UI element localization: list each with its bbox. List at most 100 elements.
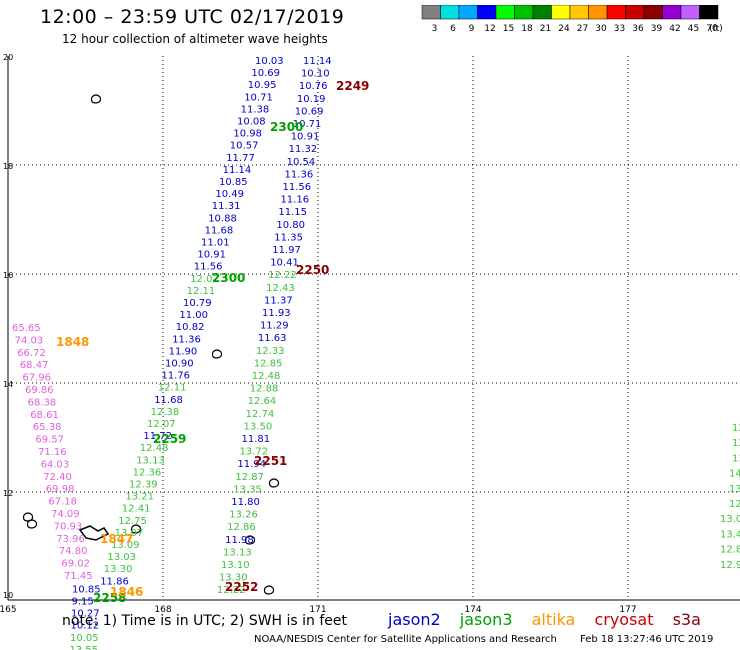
scale-label: 30 bbox=[595, 24, 607, 34]
scale-swatch bbox=[699, 5, 719, 20]
track-c-value: 70.93 bbox=[54, 521, 83, 532]
track-a-value: 13.55 bbox=[70, 645, 99, 650]
track-b-value: 10.54 bbox=[287, 157, 316, 168]
track-b-value: 11.37 bbox=[264, 295, 293, 306]
scale-label: 45 bbox=[688, 24, 699, 34]
x-tick-label: 171 bbox=[309, 605, 326, 615]
track-b-value: 11.94 bbox=[237, 459, 266, 470]
track-a-value: 10.08 bbox=[237, 117, 266, 128]
island-outline bbox=[78, 525, 110, 541]
track-b-value: 11.14 bbox=[303, 56, 332, 67]
track-b-value: 11.32 bbox=[289, 144, 318, 155]
track-a-value: 10.95 bbox=[248, 80, 277, 91]
track-b-value: 10.19 bbox=[297, 94, 326, 105]
y-tick-label: 12 bbox=[3, 489, 13, 498]
track-a-value: 12.41 bbox=[122, 504, 151, 515]
track-b-value: 13.72 bbox=[239, 447, 268, 458]
track-b-value: 12.43 bbox=[266, 283, 295, 294]
island-outline bbox=[244, 535, 256, 545]
track-a-value: 10.49 bbox=[215, 189, 244, 200]
track-b-value: 12.22 bbox=[268, 270, 297, 281]
track-c-value: 69.57 bbox=[35, 435, 64, 446]
legend-altika: altika bbox=[531, 610, 576, 629]
track-c-value: 69.02 bbox=[61, 559, 90, 570]
track-a-value: 13.13 bbox=[136, 455, 165, 466]
scale-label: 42 bbox=[669, 24, 680, 34]
scale-label: 3 bbox=[432, 24, 438, 34]
island-outline bbox=[22, 512, 34, 522]
track-a-value: 10.71 bbox=[244, 92, 273, 103]
track-d-value: 13. bbox=[732, 453, 740, 464]
map-subtitle: 12 hour collection of altimeter wave hei… bbox=[62, 32, 328, 46]
track-c-time-label: 1848 bbox=[56, 335, 89, 349]
track-c-value: 74.80 bbox=[59, 546, 88, 557]
track-d-value: 12. bbox=[732, 438, 740, 449]
track-b-value: 12.74 bbox=[246, 409, 275, 420]
track-b-value: 11.98 bbox=[225, 535, 254, 546]
track-c-time-label: 1847 bbox=[100, 532, 133, 546]
track-c-value: 71.45 bbox=[64, 571, 93, 582]
track-a-value: 11.56 bbox=[194, 262, 223, 273]
track-a-value: 10.85 bbox=[219, 177, 248, 188]
track-a-value: 10.91 bbox=[197, 250, 226, 261]
y-tick-label: 14 bbox=[3, 380, 13, 389]
track-c-value: 73.96 bbox=[56, 534, 85, 545]
track-b-value: 10.80 bbox=[276, 220, 305, 231]
track-d-value: 12. bbox=[729, 499, 740, 510]
track-b-value: 11.29 bbox=[260, 321, 289, 332]
track-b-value: 11.16 bbox=[280, 195, 309, 206]
track-c-value: 74.03 bbox=[15, 335, 44, 346]
track-a-value: 13.30 bbox=[104, 564, 133, 575]
track-c-value: 67.18 bbox=[48, 497, 77, 508]
scale-label: 21 bbox=[540, 24, 551, 34]
legend-jason2: jason2 bbox=[388, 610, 441, 629]
island-outline bbox=[211, 349, 223, 359]
track-b-time-label: 2252 bbox=[225, 580, 258, 594]
track-b-value: 11.36 bbox=[285, 169, 314, 180]
track-d-value: 13. bbox=[729, 484, 740, 495]
track-b-value: 10.69 bbox=[295, 106, 324, 117]
track-a-value: 11.68 bbox=[205, 225, 234, 236]
x-tick-label: 165 bbox=[0, 605, 17, 615]
x-tick-label: 177 bbox=[619, 605, 636, 615]
track-b-value: 12.88 bbox=[250, 384, 279, 395]
track-b-time-label: 2251 bbox=[254, 454, 287, 468]
track-b-value: 13.13 bbox=[223, 547, 252, 558]
track-b-value: 13.50 bbox=[244, 421, 273, 432]
map-title: 12:00 – 23:59 UTC 02/17/2019 bbox=[40, 6, 345, 28]
track-a-value: 12.11 bbox=[187, 286, 216, 297]
track-a-value: 11.38 bbox=[241, 104, 270, 115]
scale-label: 70 bbox=[706, 24, 718, 34]
track-c-value: 65.65 bbox=[12, 323, 41, 334]
scale-label: 18 bbox=[521, 24, 533, 34]
track-b-value: 10.41 bbox=[270, 258, 299, 269]
track-a-value: 12.48 bbox=[140, 443, 169, 454]
track-d-value: 12.9 bbox=[720, 560, 740, 571]
track-c-value: 68.38 bbox=[28, 397, 57, 408]
scale-label: 36 bbox=[632, 24, 644, 34]
track-a-value: 10.88 bbox=[208, 213, 237, 224]
track-a-value: 12.07 bbox=[147, 419, 176, 430]
track-a-value: 11.72 bbox=[143, 431, 172, 442]
track-c-value: 71.16 bbox=[38, 447, 67, 458]
track-b-value: 11.15 bbox=[278, 207, 307, 218]
track-b-value: 10.71 bbox=[293, 119, 322, 130]
track-c-value: 65.38 bbox=[33, 422, 62, 433]
track-b-value: 11.63 bbox=[258, 333, 287, 344]
track-b-value: 10.76 bbox=[299, 81, 328, 92]
scale-label: 24 bbox=[558, 24, 570, 34]
track-d-value: 13.4 bbox=[720, 529, 740, 540]
track-a-value: 10.05 bbox=[70, 633, 99, 644]
track-b-value: 13.10 bbox=[221, 560, 250, 571]
scale-label: 15 bbox=[503, 24, 514, 34]
x-tick-label: 168 bbox=[154, 605, 171, 615]
track-c-value: 68.47 bbox=[20, 360, 49, 371]
track-a-value: 9.15 bbox=[72, 597, 94, 608]
track-b-value: 12.33 bbox=[256, 346, 285, 357]
scale-label: 6 bbox=[450, 24, 456, 34]
track-d-value: 12.8 bbox=[720, 545, 740, 556]
track-b-value: 13.26 bbox=[229, 510, 258, 521]
track-c-value: 64.03 bbox=[41, 459, 70, 470]
color-scale-legend: 3 6 9 12 15 18 21 24 27 30 33 36 39 42 45 70(ft) bbox=[421, 5, 723, 34]
island-outline bbox=[90, 94, 102, 104]
